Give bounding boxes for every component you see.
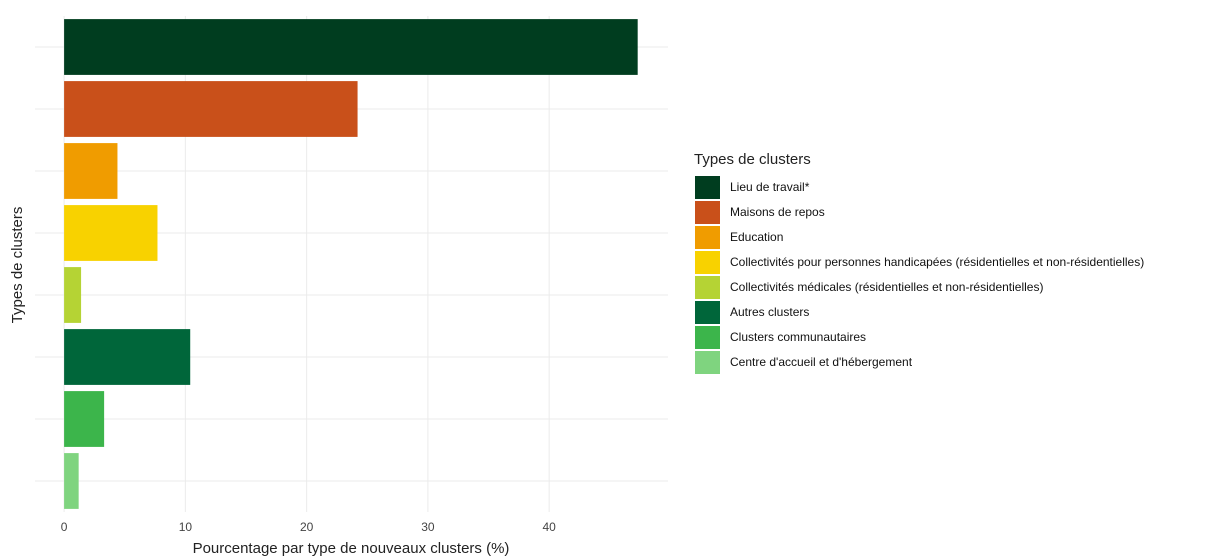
legend-swatch: [695, 301, 720, 324]
x-tick-label: 20: [300, 520, 314, 534]
legend-swatch: [695, 226, 720, 249]
legend-label: Collectivités médicales (résidentielles …: [730, 280, 1043, 294]
legend-label: Lieu de travail*: [730, 180, 810, 194]
legend-swatch: [695, 351, 720, 374]
bar: [64, 143, 118, 199]
legend-swatch: [695, 176, 720, 199]
y-axis-title: Types de clusters: [9, 207, 26, 324]
legend-swatch: [695, 276, 720, 299]
legend-swatch: [695, 251, 720, 274]
x-tick-label: 30: [421, 520, 435, 534]
x-tick-label: 40: [542, 520, 556, 534]
legend-label: Autres clusters: [730, 305, 809, 319]
x-tick-label: 0: [61, 520, 68, 534]
x-axis-title: Pourcentage par type de nouveaux cluster…: [193, 540, 510, 557]
bar: [64, 329, 191, 385]
bar: [64, 205, 158, 261]
legend-label: Education: [730, 230, 783, 244]
x-tick-label: 10: [179, 520, 193, 534]
legend-swatch: [695, 326, 720, 349]
bar: [64, 267, 82, 323]
legend-label: Clusters communautaires: [730, 330, 866, 344]
legend-label: Centre d'accueil et d'hébergement: [730, 355, 913, 369]
bar: [64, 391, 105, 447]
legend-label: Maisons de repos: [730, 205, 825, 219]
bar: [64, 19, 638, 75]
legend-label: Collectivités pour personnes handicapées…: [730, 255, 1144, 269]
bar: [64, 453, 79, 509]
bar: [64, 81, 358, 137]
legend-swatch: [695, 201, 720, 224]
legend-title: Types de clusters: [694, 151, 811, 168]
